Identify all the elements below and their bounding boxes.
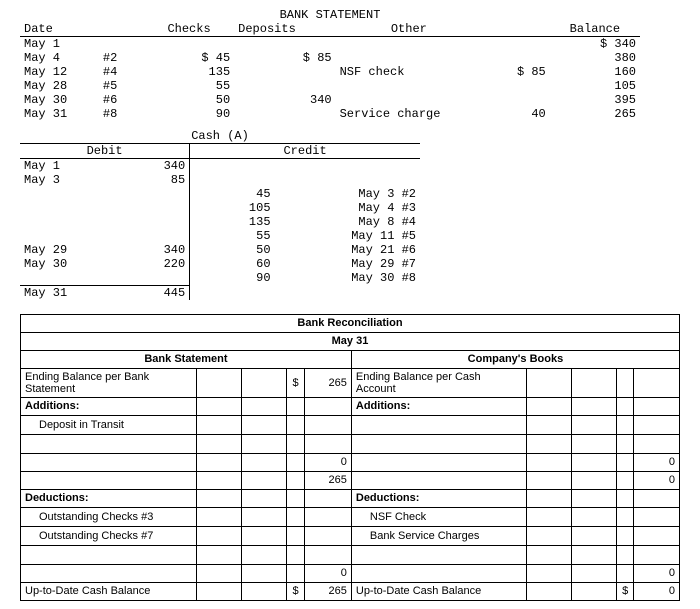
bank-uptodate-label: Up-to-Date Cash Balance	[21, 582, 197, 600]
out-checks-3-label: Outstanding Checks #3	[21, 507, 197, 526]
dit-input-b[interactable]	[246, 418, 282, 432]
cash-row: May 3022060May 29 #7	[20, 257, 420, 271]
col-checks: Checks	[144, 22, 234, 37]
cash-row: 55May 11 #5	[20, 229, 420, 243]
book-additions-label: Additions:	[351, 397, 526, 415]
ending-books-input-b[interactable]	[576, 376, 612, 390]
bank-blank-row-b[interactable]	[25, 548, 192, 562]
bank-statement-table: BANK STATEMENT Date Checks Deposits Othe…	[20, 8, 640, 121]
dollar-sign-3: $	[616, 582, 634, 600]
bank-add-subtotal-zero: 0	[304, 453, 351, 471]
statement-row: May 1$ 340	[20, 37, 640, 52]
bank-uptodate-val: 265	[304, 582, 351, 600]
book-add-input-c[interactable]	[576, 418, 612, 432]
bank-additions-label: Additions:	[21, 397, 197, 415]
ending-books-input-c[interactable]	[638, 376, 675, 390]
bsc-input-a[interactable]	[531, 529, 567, 543]
statement-row: May 30#650340395	[20, 93, 640, 107]
bank-service-label: Bank Service Charges	[351, 526, 526, 545]
deposit-in-transit-label: Deposit in Transit	[21, 415, 197, 434]
cash-row: 135May 8 #4	[20, 215, 420, 229]
book-running-subtotal: 0	[634, 471, 680, 489]
bank-deductions-label: Deductions:	[21, 489, 197, 507]
book-add-subtotal-zero: 0	[634, 453, 680, 471]
book-blank-row-b[interactable]	[356, 548, 522, 562]
col-other: Other	[336, 22, 483, 37]
oc7-input-a[interactable]	[201, 529, 237, 543]
book-uptodate-label: Up-to-Date Cash Balance	[351, 582, 526, 600]
book-add-input-b[interactable]	[531, 418, 567, 432]
cash-row: May 1340	[20, 159, 420, 174]
cash-row: 45May 3 #2	[20, 187, 420, 201]
bank-running-subtotal: 265	[304, 471, 351, 489]
statement-row: May 4#2$ 45$ 85380	[20, 51, 640, 65]
col-deposits: Deposits	[234, 22, 335, 37]
book-blank-row-a[interactable]	[356, 437, 522, 451]
cash-debit-header: Debit	[20, 144, 190, 159]
dit-input-c[interactable]	[309, 418, 347, 432]
col-balance: Balance	[550, 22, 640, 37]
ending-bank-label: Ending Balance per Bank Statement	[21, 368, 197, 397]
cash-total-row: May 31445	[20, 285, 420, 300]
oc7-input-c[interactable]	[309, 529, 347, 543]
cash-ledger: Cash (A) Debit Credit May 1340May 38545M…	[20, 129, 440, 300]
col-date: Date	[20, 22, 99, 37]
nsf-input-c[interactable]	[638, 510, 675, 524]
cash-row: May 385	[20, 173, 420, 187]
bank-side-header: Bank Statement	[21, 350, 352, 368]
cash-row: 90May 30 #8	[20, 271, 420, 285]
out-checks-7-label: Outstanding Checks #7	[21, 526, 197, 545]
book-uptodate-val: 0	[634, 582, 680, 600]
bank-statement-title: BANK STATEMENT	[20, 8, 640, 22]
book-ded-subtotal-zero: 0	[634, 564, 680, 582]
bank-blank-row-a[interactable]	[25, 437, 192, 451]
book-add-input-a[interactable]	[356, 418, 522, 432]
ending-books-input-a[interactable]	[531, 376, 567, 390]
oc3-input-b[interactable]	[246, 510, 282, 524]
statement-row: May 28#555105	[20, 79, 640, 93]
ending-books-label: Ending Balance per Cash Account	[351, 368, 526, 397]
ending-bank-val: 265	[304, 368, 351, 397]
dit-input-a[interactable]	[201, 418, 237, 432]
oc3-input-a[interactable]	[201, 510, 237, 524]
bsc-input-c[interactable]	[638, 529, 675, 543]
nsf-check-label: NSF Check	[351, 507, 526, 526]
dollar-sign-2: $	[287, 582, 305, 600]
cash-ledger-title: Cash (A)	[20, 129, 420, 144]
nsf-input-b[interactable]	[576, 510, 612, 524]
cash-row: May 2934050May 21 #6	[20, 243, 420, 257]
ending-bank-input-a[interactable]	[201, 376, 237, 390]
book-deductions-label: Deductions:	[351, 489, 526, 507]
cash-credit-header: Credit	[190, 144, 420, 159]
oc3-input-c[interactable]	[309, 510, 347, 524]
bsc-input-b[interactable]	[576, 529, 612, 543]
cash-row: 105May 4 #3	[20, 201, 420, 215]
recon-title: Bank Reconciliation	[21, 314, 680, 332]
book-side-header: Company's Books	[351, 350, 679, 368]
statement-row: May 31#890Service charge40265	[20, 107, 640, 121]
recon-date: May 31	[21, 332, 680, 350]
statement-row: May 12#4135NSF check$ 85160	[20, 65, 640, 79]
dollar-sign: $	[287, 368, 305, 397]
nsf-input-a[interactable]	[531, 510, 567, 524]
bank-ded-subtotal-zero: 0	[304, 564, 351, 582]
ending-bank-input-b[interactable]	[246, 376, 282, 390]
oc7-input-b[interactable]	[246, 529, 282, 543]
book-add-input-d[interactable]	[638, 418, 675, 432]
bank-reconciliation-table: Bank Reconciliation May 31 Bank Statemen…	[20, 314, 680, 601]
